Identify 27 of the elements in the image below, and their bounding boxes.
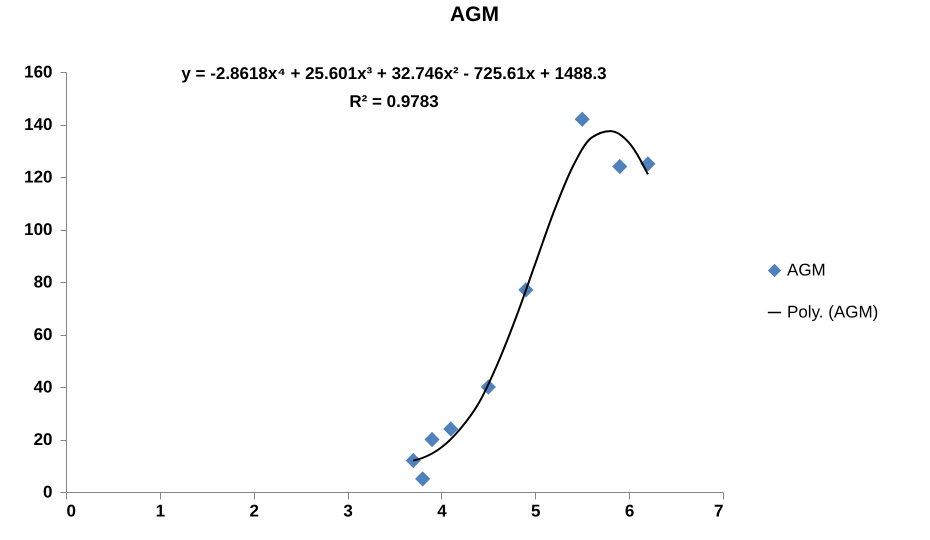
y-tick-label: 100 [24, 220, 52, 239]
point [612, 158, 628, 174]
y-tick-label: 0 [43, 482, 52, 502]
x-tick-label: 0 [66, 502, 76, 520]
y-tick-label: 120 [24, 168, 52, 186]
y-tick-label: 80 [34, 272, 52, 292]
x-tick-label: 5 [531, 502, 541, 520]
annotation: y = -2.8618x⁴ + 25.601x³ + 32.746x² - 725.61x + 1488.3 [181, 64, 607, 83]
y-tick-label: 140 [24, 115, 52, 134]
x-tick-label: 3 [343, 502, 353, 520]
point [415, 471, 430, 486]
y-tick-label: 40 [34, 378, 52, 396]
y-tick-label: 20 [34, 430, 52, 449]
annotation: R² = 0.9783 [349, 92, 439, 111]
point [424, 432, 440, 448]
y-tick-label: 60 [34, 325, 52, 344]
point [443, 421, 458, 437]
chart-title: AGM [450, 3, 499, 26]
point [574, 112, 590, 127]
y-tick-label: 160 [24, 62, 52, 82]
x-tick-label: 1 [156, 502, 166, 520]
legend-label: Poly. (AGM) [787, 302, 878, 322]
x-tick-label: 7 [714, 502, 724, 520]
x-tick-label: 6 [624, 502, 634, 520]
x-tick-label: 4 [437, 502, 448, 520]
legend-label: AGM [787, 260, 826, 280]
x-tick-label: 2 [249, 502, 259, 520]
